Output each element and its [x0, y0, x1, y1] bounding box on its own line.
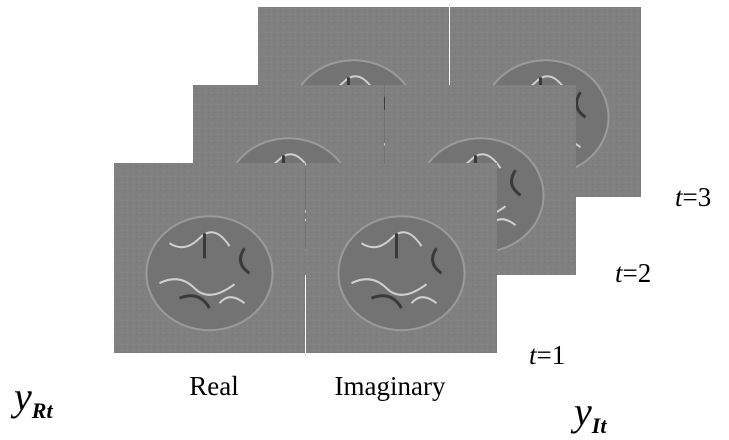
symbol-subscript: Rt — [31, 398, 54, 423]
diagram: Real Imaginary t=1 t=2 t=3 yRt yIt — [0, 0, 729, 440]
mri-image — [114, 163, 305, 353]
symbol: yIt — [570, 389, 607, 438]
time-label: t=2 — [615, 258, 651, 288]
panel-label: Real — [189, 371, 238, 401]
panel-label: Imaginary — [335, 371, 446, 401]
symbol-base: y — [570, 389, 592, 434]
symbol-subscript: It — [591, 413, 608, 438]
symbol-base: y — [10, 374, 32, 419]
symbol: yRt — [10, 374, 53, 423]
time-value: =1 — [537, 340, 566, 370]
time-value: =2 — [623, 258, 652, 288]
image-stacks — [114, 7, 641, 353]
time-value: =3 — [683, 182, 712, 212]
mri-image — [306, 163, 497, 353]
time-label: t=1 — [529, 340, 565, 370]
time-label: t=3 — [675, 182, 711, 212]
